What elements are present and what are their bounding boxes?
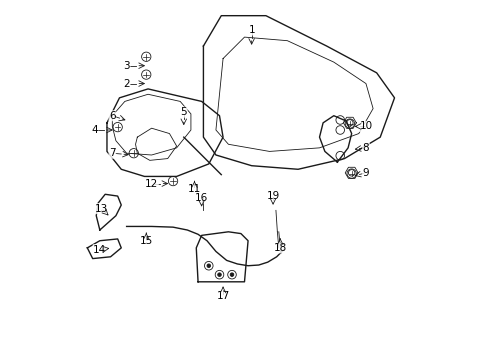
Text: 1: 1 — [248, 25, 254, 35]
Circle shape — [206, 264, 210, 267]
Text: 6: 6 — [109, 111, 115, 121]
Text: 16: 16 — [195, 193, 208, 203]
Text: 9: 9 — [362, 168, 368, 178]
Text: 19: 19 — [266, 191, 279, 201]
Text: 12: 12 — [145, 179, 158, 189]
Circle shape — [230, 273, 233, 276]
Text: 7: 7 — [109, 148, 115, 158]
Text: 14: 14 — [93, 245, 106, 255]
Text: 2: 2 — [123, 78, 130, 89]
Text: 13: 13 — [95, 203, 108, 213]
Circle shape — [217, 273, 221, 276]
Text: 17: 17 — [216, 291, 229, 301]
Text: 8: 8 — [362, 143, 368, 153]
Text: 3: 3 — [123, 61, 130, 71]
Text: 11: 11 — [187, 184, 201, 194]
Text: 5: 5 — [180, 107, 187, 117]
Text: 4: 4 — [91, 125, 98, 135]
Text: 15: 15 — [140, 236, 153, 246]
Text: 10: 10 — [359, 121, 372, 131]
Text: 18: 18 — [273, 243, 286, 253]
